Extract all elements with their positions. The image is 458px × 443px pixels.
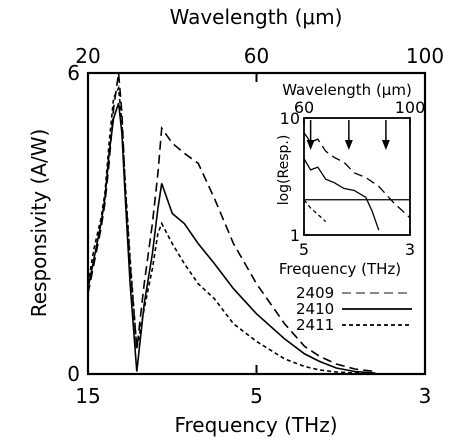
top-x-tick-label: 20	[75, 44, 100, 68]
inset-x-tick-label: 3	[405, 240, 415, 259]
x-tick-label: 15	[75, 384, 100, 408]
series-line-2410	[87, 102, 376, 374]
top-x-axis-label: Wavelength (μm)	[170, 5, 343, 29]
main-series	[87, 72, 376, 375]
y-tick-label: 0	[67, 362, 80, 386]
inset-series-line-2409	[303, 132, 411, 219]
top-x-tick-label: 60	[244, 44, 269, 68]
inset-y-tick-label: 10	[280, 109, 300, 128]
inset-y-tick-label: 1	[290, 226, 300, 245]
x-tick-label: 5	[250, 384, 263, 408]
inset-x-axis-label: Frequency (THz)	[279, 260, 401, 278]
x-axis-label: Frequency (THz)	[174, 413, 337, 437]
series-line-2409	[87, 72, 376, 373]
inset-top-x-tick-label: 60	[294, 98, 314, 117]
series-line-2411	[87, 85, 376, 375]
inset-arrow-head	[381, 140, 390, 150]
y-axis-label: Responsivity (A/W)	[27, 129, 51, 318]
legend-label: 2410	[296, 300, 334, 318]
inset-y-axis-label: log(Resp.)	[276, 135, 292, 206]
inset-top-x-axis-label: Wavelength (μm)	[282, 81, 412, 99]
legend-label: 2409	[296, 284, 334, 302]
top-x-tick-label: 100	[406, 44, 444, 68]
inset-x-tick-label: 5	[299, 240, 309, 259]
inset-series-line-2411	[303, 199, 327, 223]
inset-series-line-2410	[303, 158, 380, 231]
y-tick-label: 6	[67, 61, 80, 85]
legend-label: 2411	[296, 316, 334, 334]
inset-arrow-head	[306, 140, 315, 150]
x-tick-label: 3	[419, 384, 432, 408]
inset-arrow-head	[344, 140, 353, 150]
inset-plot-frame	[303, 117, 411, 236]
inset-series	[303, 132, 411, 231]
inset-top-x-tick-label: 100	[395, 98, 426, 117]
